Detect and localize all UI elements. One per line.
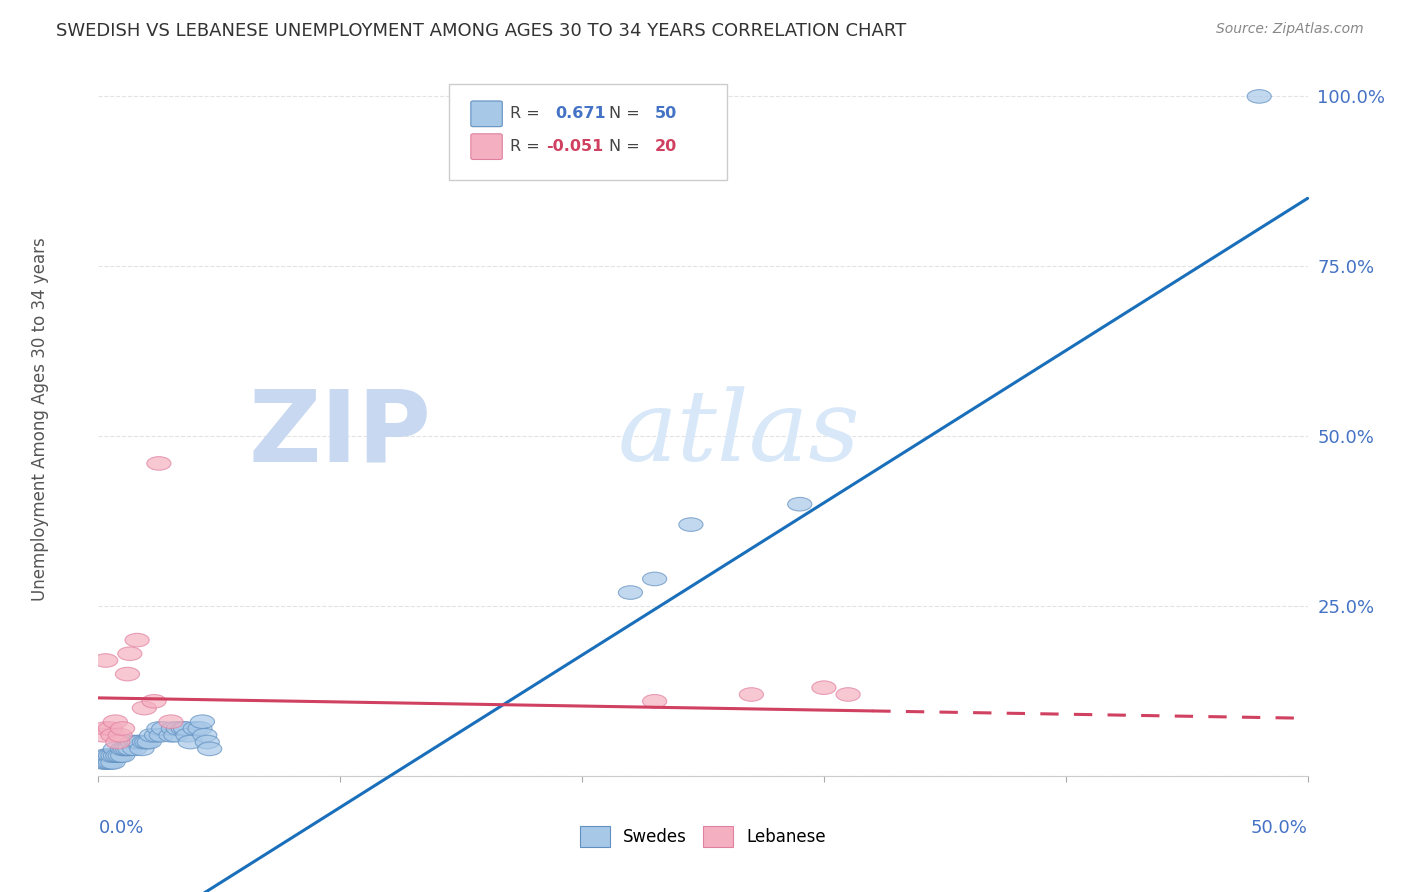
- Ellipse shape: [94, 654, 118, 667]
- Ellipse shape: [173, 722, 198, 735]
- Ellipse shape: [183, 722, 207, 735]
- Ellipse shape: [132, 701, 156, 714]
- Ellipse shape: [149, 729, 173, 742]
- Ellipse shape: [94, 756, 118, 769]
- Ellipse shape: [129, 742, 155, 756]
- Ellipse shape: [193, 729, 217, 742]
- Ellipse shape: [138, 735, 162, 749]
- Text: Source: ZipAtlas.com: Source: ZipAtlas.com: [1216, 22, 1364, 37]
- Ellipse shape: [162, 722, 186, 735]
- Ellipse shape: [122, 742, 146, 756]
- FancyBboxPatch shape: [471, 101, 502, 127]
- Ellipse shape: [146, 457, 172, 470]
- Ellipse shape: [740, 688, 763, 701]
- Ellipse shape: [118, 647, 142, 660]
- Ellipse shape: [643, 572, 666, 586]
- Ellipse shape: [101, 729, 125, 742]
- Ellipse shape: [188, 722, 212, 735]
- Ellipse shape: [145, 729, 169, 742]
- Ellipse shape: [108, 729, 132, 742]
- Ellipse shape: [115, 667, 139, 681]
- Text: 50.0%: 50.0%: [1251, 819, 1308, 837]
- Text: R =: R =: [509, 106, 540, 121]
- Ellipse shape: [91, 729, 115, 742]
- Ellipse shape: [118, 742, 142, 756]
- Ellipse shape: [159, 729, 183, 742]
- Ellipse shape: [166, 722, 190, 735]
- Ellipse shape: [103, 714, 128, 729]
- Ellipse shape: [120, 735, 145, 749]
- Ellipse shape: [135, 735, 159, 749]
- Ellipse shape: [139, 729, 163, 742]
- Ellipse shape: [176, 729, 200, 742]
- Ellipse shape: [98, 756, 122, 769]
- Text: 50: 50: [655, 106, 676, 121]
- Ellipse shape: [811, 681, 837, 695]
- Ellipse shape: [643, 695, 666, 708]
- Ellipse shape: [146, 722, 172, 735]
- Ellipse shape: [108, 749, 132, 763]
- Ellipse shape: [142, 695, 166, 708]
- Ellipse shape: [190, 714, 215, 729]
- FancyBboxPatch shape: [471, 134, 502, 160]
- Ellipse shape: [96, 756, 120, 769]
- Ellipse shape: [111, 742, 135, 756]
- Ellipse shape: [103, 742, 128, 756]
- Ellipse shape: [105, 735, 129, 749]
- Ellipse shape: [98, 749, 122, 763]
- Ellipse shape: [115, 742, 139, 756]
- Ellipse shape: [128, 735, 152, 749]
- Ellipse shape: [132, 735, 156, 749]
- Text: 20: 20: [655, 139, 676, 154]
- Ellipse shape: [98, 722, 122, 735]
- Text: atlas: atlas: [617, 386, 860, 481]
- Ellipse shape: [152, 722, 176, 735]
- Text: N =: N =: [609, 106, 640, 121]
- Text: SWEDISH VS LEBANESE UNEMPLOYMENT AMONG AGES 30 TO 34 YEARS CORRELATION CHART: SWEDISH VS LEBANESE UNEMPLOYMENT AMONG A…: [56, 22, 907, 40]
- Ellipse shape: [125, 633, 149, 647]
- Ellipse shape: [101, 749, 125, 763]
- Text: Unemployment Among Ages 30 to 34 years: Unemployment Among Ages 30 to 34 years: [31, 237, 49, 601]
- Ellipse shape: [112, 742, 138, 756]
- Ellipse shape: [94, 722, 118, 735]
- Text: 0.0%: 0.0%: [98, 819, 143, 837]
- Ellipse shape: [125, 735, 149, 749]
- Ellipse shape: [1247, 89, 1271, 103]
- Text: ZIP: ZIP: [247, 385, 432, 482]
- Ellipse shape: [619, 586, 643, 599]
- Ellipse shape: [679, 517, 703, 532]
- Ellipse shape: [159, 714, 183, 729]
- Ellipse shape: [179, 735, 202, 749]
- Ellipse shape: [94, 749, 118, 763]
- Ellipse shape: [103, 749, 128, 763]
- Ellipse shape: [198, 742, 222, 756]
- FancyBboxPatch shape: [449, 84, 727, 180]
- Ellipse shape: [172, 722, 195, 735]
- Text: -0.051: -0.051: [546, 139, 603, 154]
- Text: 0.671: 0.671: [555, 106, 606, 121]
- Ellipse shape: [837, 688, 860, 701]
- Ellipse shape: [105, 749, 129, 763]
- Ellipse shape: [195, 735, 219, 749]
- Ellipse shape: [91, 756, 115, 769]
- Text: R =: R =: [509, 139, 540, 154]
- Ellipse shape: [787, 498, 811, 511]
- Legend: Swedes, Lebanese: Swedes, Lebanese: [572, 820, 834, 854]
- Ellipse shape: [101, 756, 125, 769]
- Ellipse shape: [111, 749, 135, 763]
- Ellipse shape: [163, 729, 188, 742]
- Ellipse shape: [111, 722, 135, 735]
- Ellipse shape: [96, 749, 120, 763]
- Text: N =: N =: [609, 139, 640, 154]
